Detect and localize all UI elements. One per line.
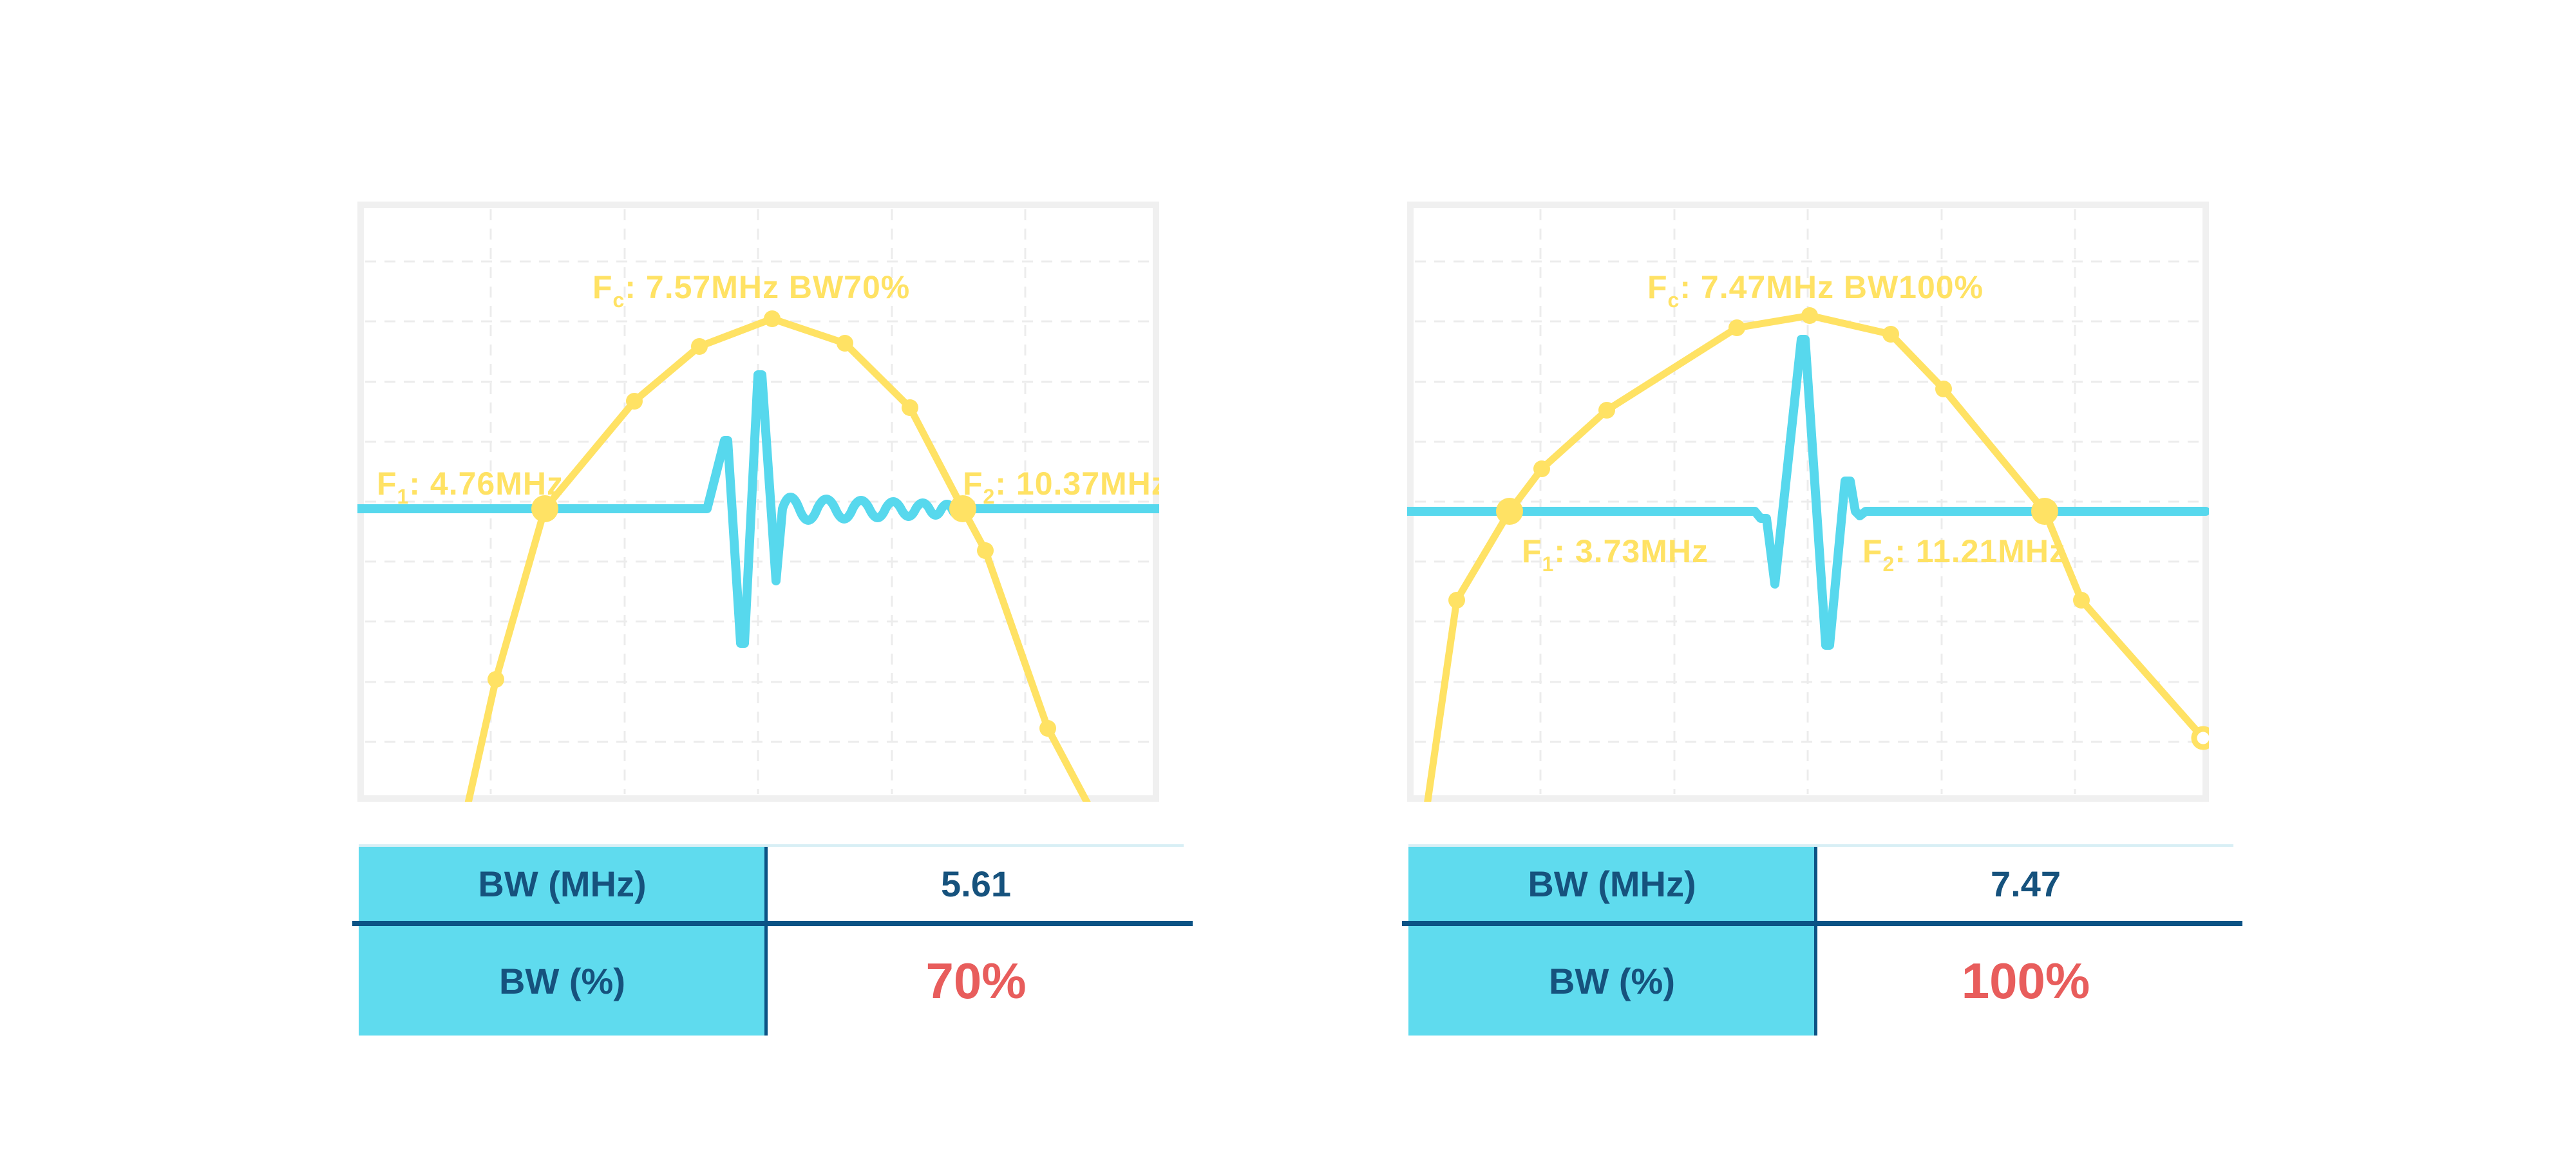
bw-mhz-label: BW (MHz): [1408, 847, 1815, 921]
bw-table-right: BW (MHz) 7.47 BW (%) 100%: [1402, 844, 2242, 1037]
table-row: BW (MHz) 5.61: [359, 847, 1186, 921]
table-top-line: [359, 844, 1184, 847]
spectrum-chart-panel-right: Fc: 7.47MHz BW100% F1: 3.73MHz F2: 11.21…: [1407, 202, 2209, 802]
bw-table-left: BW (MHz) 5.61 BW (%) 70%: [352, 844, 1193, 1037]
fc-label: Fc: 7.47MHz BW100%: [1647, 269, 1984, 312]
spectrum-chart-left: Fc: 7.57MHz BW70% F1: 4.76MHz F2: 10.37M…: [357, 202, 1159, 802]
spectrum-markers: [488, 310, 1056, 737]
spectrum-line: [464, 315, 1091, 802]
bw-pct-value: 70%: [766, 926, 1186, 1036]
spectrum-chart-panel-left: Fc: 7.57MHz BW70% F1: 4.76MHz F2: 10.37M…: [357, 202, 1159, 802]
table-column-divider: [764, 847, 768, 1036]
bw-pct-label: BW (%): [359, 926, 766, 1036]
bw-pct-value: 100%: [1815, 926, 2236, 1036]
spectrum-line: [1424, 312, 2207, 802]
table-top-line: [1408, 844, 2233, 847]
f2-label: F2: 10.37MHz: [963, 466, 1159, 508]
table-column-divider: [1814, 847, 1817, 1036]
table-divider: [1402, 921, 2242, 926]
bw-pct-label: BW (%): [1408, 926, 1815, 1036]
bw-mhz-value: 5.61: [766, 847, 1186, 921]
table-row: BW (%) 70%: [359, 926, 1186, 1036]
f2-label: F2: 11.21MHz: [1862, 533, 2066, 576]
fc-label: Fc: 7.57MHz BW70%: [592, 269, 910, 312]
spectrum-markers: [1448, 307, 2209, 750]
table-divider: [352, 921, 1193, 926]
bw-mhz-value: 7.47: [1815, 847, 2236, 921]
f1-label: F1: 4.76MHz: [377, 466, 564, 508]
spectrum-chart-right: Fc: 7.47MHz BW100% F1: 3.73MHz F2: 11.21…: [1407, 202, 2209, 802]
f1-label: F1: 3.73MHz: [1522, 533, 1709, 576]
table-row: BW (MHz) 7.47: [1408, 847, 2236, 921]
pulse-wave: [1407, 335, 2209, 650]
bw-mhz-label: BW (MHz): [359, 847, 766, 921]
pulse-wave: [357, 370, 1159, 648]
table-row: BW (%) 100%: [1408, 926, 2236, 1036]
